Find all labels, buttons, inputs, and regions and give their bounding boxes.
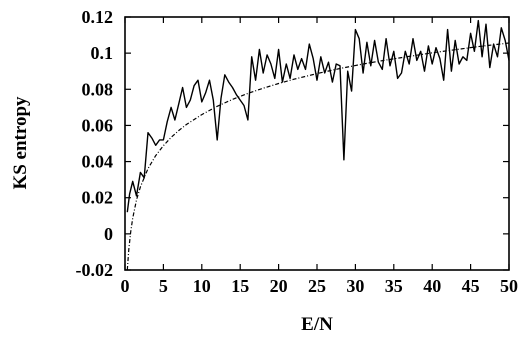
y-tick-label: 0.1 <box>91 43 114 63</box>
x-tick-label: 10 <box>193 276 211 296</box>
y-tick-label: 0.06 <box>82 115 114 135</box>
y-tick-label: -0.02 <box>76 260 114 280</box>
x-tick-label: 5 <box>159 276 168 296</box>
plot-frame <box>124 16 510 271</box>
x-tick-labels: 0 5 10 15 20 25 30 35 40 45 50 <box>121 276 519 296</box>
axis-ticks <box>124 16 510 271</box>
x-tick-label: 35 <box>385 276 403 296</box>
x-tick-label: 45 <box>462 276 480 296</box>
x-tick-label: 0 <box>121 276 130 296</box>
x-tick-label: 30 <box>346 276 364 296</box>
x-axis-title: E/N <box>301 314 333 335</box>
x-tick-label: 50 <box>500 276 518 296</box>
y-tick-label: 0.12 <box>82 7 114 27</box>
y-axis-title: KS entropy <box>10 96 31 190</box>
y-tick-label: 0.08 <box>82 79 114 99</box>
x-tick-label: 15 <box>231 276 249 296</box>
ks-entropy-line <box>126 19 510 213</box>
series-layer <box>126 19 510 271</box>
x-tick-label: 40 <box>423 276 441 296</box>
y-tick-label: 0.02 <box>82 188 114 208</box>
y-tick-label: 0.04 <box>82 152 114 172</box>
y-tick-label: 0 <box>104 224 113 244</box>
fit-curve-line <box>126 42 510 271</box>
x-tick-label: 25 <box>308 276 326 296</box>
x-tick-label: 20 <box>270 276 288 296</box>
y-tick-labels: -0.02 0 0.02 0.04 0.06 0.08 0.1 0.12 <box>76 7 114 280</box>
